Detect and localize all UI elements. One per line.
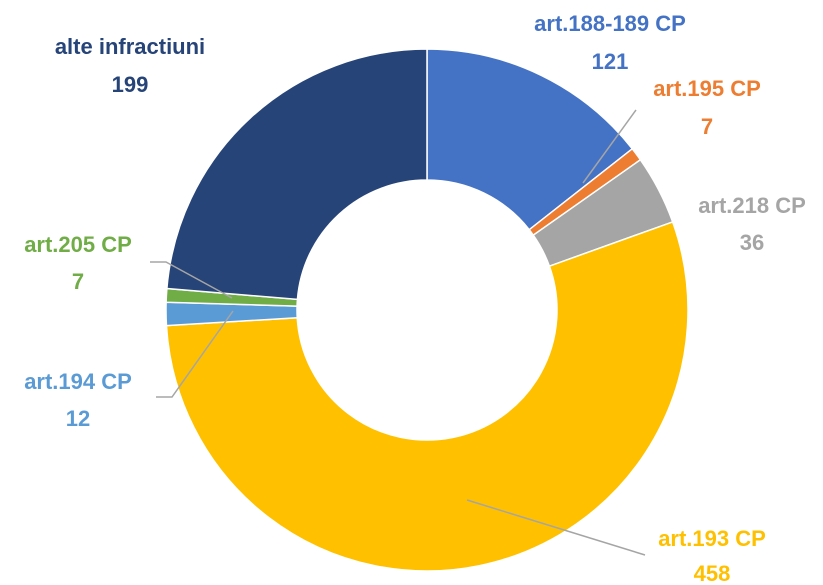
donut-slice — [166, 48, 428, 301]
slice-label: art.193 CP — [658, 526, 766, 551]
slice-label: art.218 CP — [698, 193, 806, 218]
leader-line — [466, 499, 646, 556]
slice-value: 458 — [694, 561, 731, 585]
slice-value: 7 — [72, 269, 84, 294]
leader-line — [582, 109, 637, 184]
slice-value: 121 — [592, 49, 629, 74]
slice-value: 36 — [740, 230, 764, 255]
slice-value: 12 — [66, 406, 90, 431]
leader-line — [156, 310, 234, 398]
donut-slice — [426, 48, 634, 231]
slice-value: 7 — [701, 114, 713, 139]
slice-value: 199 — [112, 72, 149, 97]
slice-label: art.195 CP — [653, 76, 761, 101]
donut-slice — [165, 220, 689, 572]
slice-label: art.188-189 CP — [534, 11, 686, 36]
slice-label: art.205 CP — [24, 232, 132, 257]
leader-line — [150, 261, 233, 299]
slice-label: alte infractiuni — [55, 34, 205, 59]
slice-label: art.194 CP — [24, 369, 132, 394]
